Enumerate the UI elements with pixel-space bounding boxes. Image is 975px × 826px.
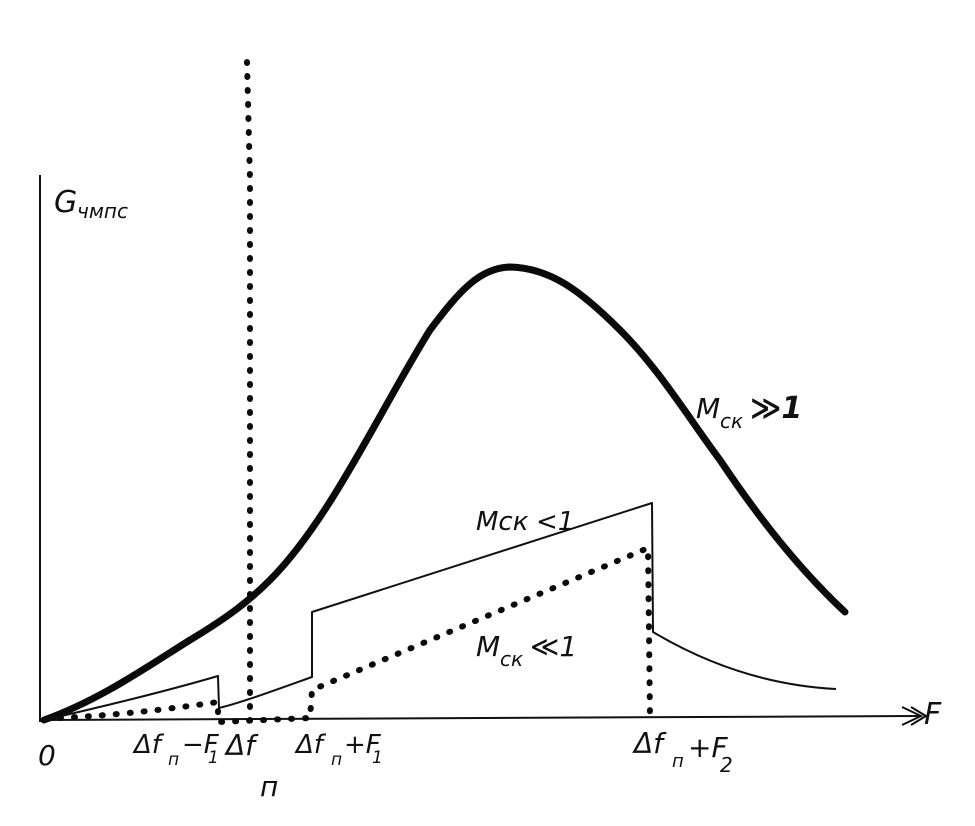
x-axis-arrow-double bbox=[910, 706, 928, 726]
label-mck-much-less-1: M ск ≪1 bbox=[476, 630, 577, 671]
series-mck-less-1 bbox=[43, 502, 837, 721]
x-tick-lo-suffix: −F bbox=[182, 730, 220, 760]
label-mck-less-1-rel: <1 bbox=[536, 507, 574, 537]
label-mck-much-greater-1-sub: ск bbox=[720, 409, 743, 433]
x-tick-mid: Δf п bbox=[224, 729, 278, 803]
label-mck-much-greater-1: M ск ≫1 bbox=[696, 391, 802, 433]
x-tick-hi2-main: Δf bbox=[632, 727, 667, 760]
origin-label: 0 bbox=[38, 739, 56, 772]
x-tick-lo-suffix-sub: 1 bbox=[208, 748, 219, 768]
x-tick-hi2-suffix-sub: 2 bbox=[720, 753, 733, 777]
label-mck-much-less-1-main: M bbox=[476, 630, 500, 663]
x-tick-hi1: Δf п +F 1 bbox=[294, 730, 383, 770]
x-tick-hi2-suffix: +F bbox=[688, 731, 728, 764]
x-tick-mid-sub: п bbox=[260, 770, 278, 803]
x-tick-lo-main: Δf bbox=[132, 730, 165, 760]
x-axis-label: F bbox=[924, 697, 942, 732]
x-axis bbox=[39, 715, 921, 721]
x-tick-lo: Δf п −F 1 bbox=[132, 730, 220, 770]
x-tick-hi1-sub: п bbox=[331, 750, 342, 770]
x-tick-hi2: Δf п +F 2 bbox=[632, 727, 733, 777]
x-tick-hi2-sub: п bbox=[672, 751, 684, 772]
label-mck-less-1: Mск <1 bbox=[476, 507, 574, 537]
series-mck-much-greater-1 bbox=[40, 263, 849, 724]
label-mck-much-less-1-sub: ск bbox=[500, 647, 523, 671]
x-tick-hi1-main: Δf bbox=[294, 730, 327, 760]
y-axis-label-sub: чмпс bbox=[77, 199, 128, 223]
carrier-spike-line bbox=[244, 59, 253, 723]
y-axis-label: G bbox=[54, 185, 77, 220]
x-tick-hi1-suffix: +F bbox=[344, 730, 382, 760]
series-mck-much-less-1 bbox=[57, 543, 653, 726]
x-tick-lo-sub: п bbox=[168, 750, 179, 770]
label-mck-less-1-main: Mск bbox=[476, 507, 529, 537]
label-mck-much-greater-1-main: M bbox=[696, 392, 720, 425]
label-mck-much-less-1-rel: ≪1 bbox=[530, 630, 577, 663]
x-tick-hi1-suffix-sub: 1 bbox=[372, 748, 383, 768]
label-mck-much-greater-1-rel: ≫1 bbox=[750, 391, 802, 426]
x-axis-arrow bbox=[901, 706, 924, 726]
x-tick-mid-main: Δf bbox=[224, 729, 259, 762]
